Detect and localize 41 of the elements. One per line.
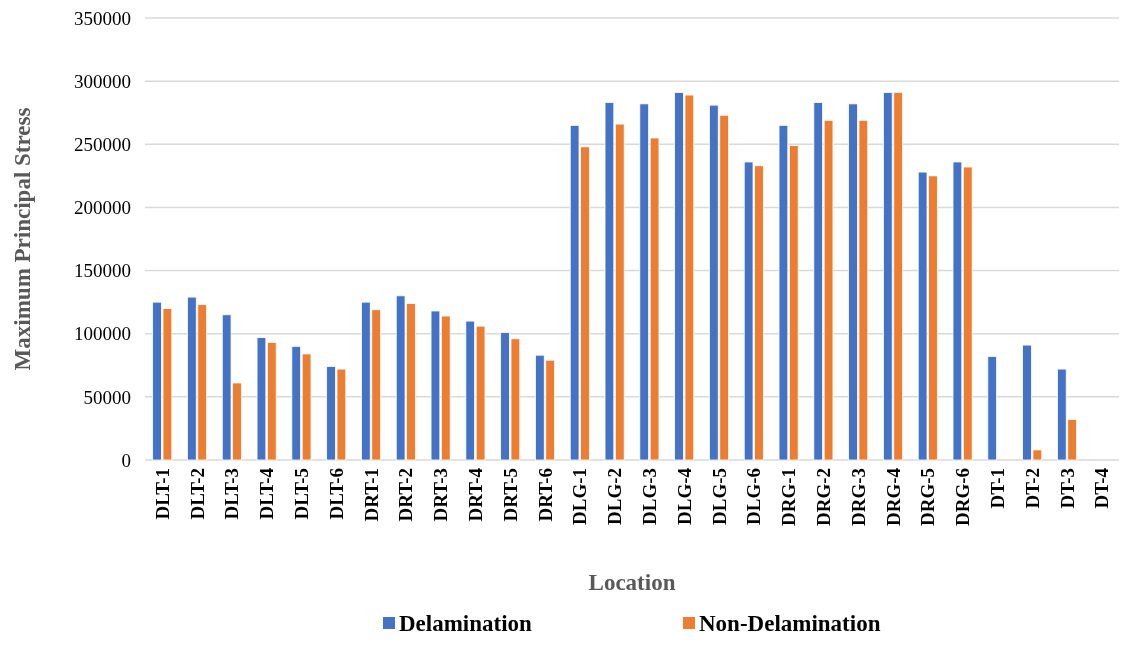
x-tick-label: DT-4	[1091, 467, 1113, 509]
x-tick-label: DLT-1	[151, 468, 173, 520]
x-tick-label: DLG-6	[743, 468, 765, 525]
x-tick-label: DRT-3	[430, 468, 452, 522]
y-tick-label: 200000	[74, 197, 131, 219]
x-tick-label: DRG-1	[778, 468, 800, 527]
x-tick-label: DLT-4	[256, 467, 278, 520]
x-tick-label: DLT-3	[221, 468, 243, 520]
x-tick-label: DLG-3	[639, 468, 661, 525]
x-tick-label: DRG-4	[882, 467, 904, 527]
x-tick-label: DLG-2	[604, 468, 626, 525]
x-axis-title: Location	[588, 570, 676, 595]
x-tick-label: DT-1	[987, 468, 1009, 509]
x-tick-label: DLT-5	[291, 468, 313, 520]
x-tick-label: DRG-2	[813, 468, 835, 527]
x-tick-label: DT-2	[1021, 468, 1043, 509]
x-tick-label: DLG-5	[708, 468, 730, 525]
x-tick-label: DLG-4	[673, 467, 695, 525]
x-tick-label: DRG-3	[847, 468, 869, 527]
legend-label: Non-Delamination	[699, 611, 881, 637]
x-tick-label: DRT-1	[360, 468, 382, 522]
x-tick-label: DLT-2	[186, 468, 208, 520]
x-tick-label: DRT-6	[534, 468, 556, 522]
x-tick-label: DRT-2	[395, 468, 417, 522]
y-tick-label: 150000	[74, 260, 131, 282]
y-tick-label: 350000	[74, 7, 131, 29]
legend-label: Delamination	[399, 611, 533, 637]
y-tick-label: 50000	[83, 386, 131, 408]
x-tick-label: DRG-6	[952, 468, 974, 527]
bar	[987, 356, 997, 461]
y-tick-label: 250000	[74, 133, 131, 155]
y-tick-label: 100000	[74, 323, 131, 345]
x-tick-label: DLG-1	[569, 468, 591, 525]
x-tick-label: DT-3	[1056, 468, 1078, 509]
y-tick-label: 0	[121, 449, 131, 471]
x-tick-label: DRT-5	[499, 468, 521, 522]
y-tick-label: 300000	[74, 70, 131, 92]
x-tick-label: DRG-5	[917, 468, 939, 527]
x-tick-label: DLT-6	[325, 468, 347, 520]
y-axis-title: Maximum Principal Stress	[10, 107, 35, 371]
x-tick-label: DRT-4	[465, 467, 487, 522]
